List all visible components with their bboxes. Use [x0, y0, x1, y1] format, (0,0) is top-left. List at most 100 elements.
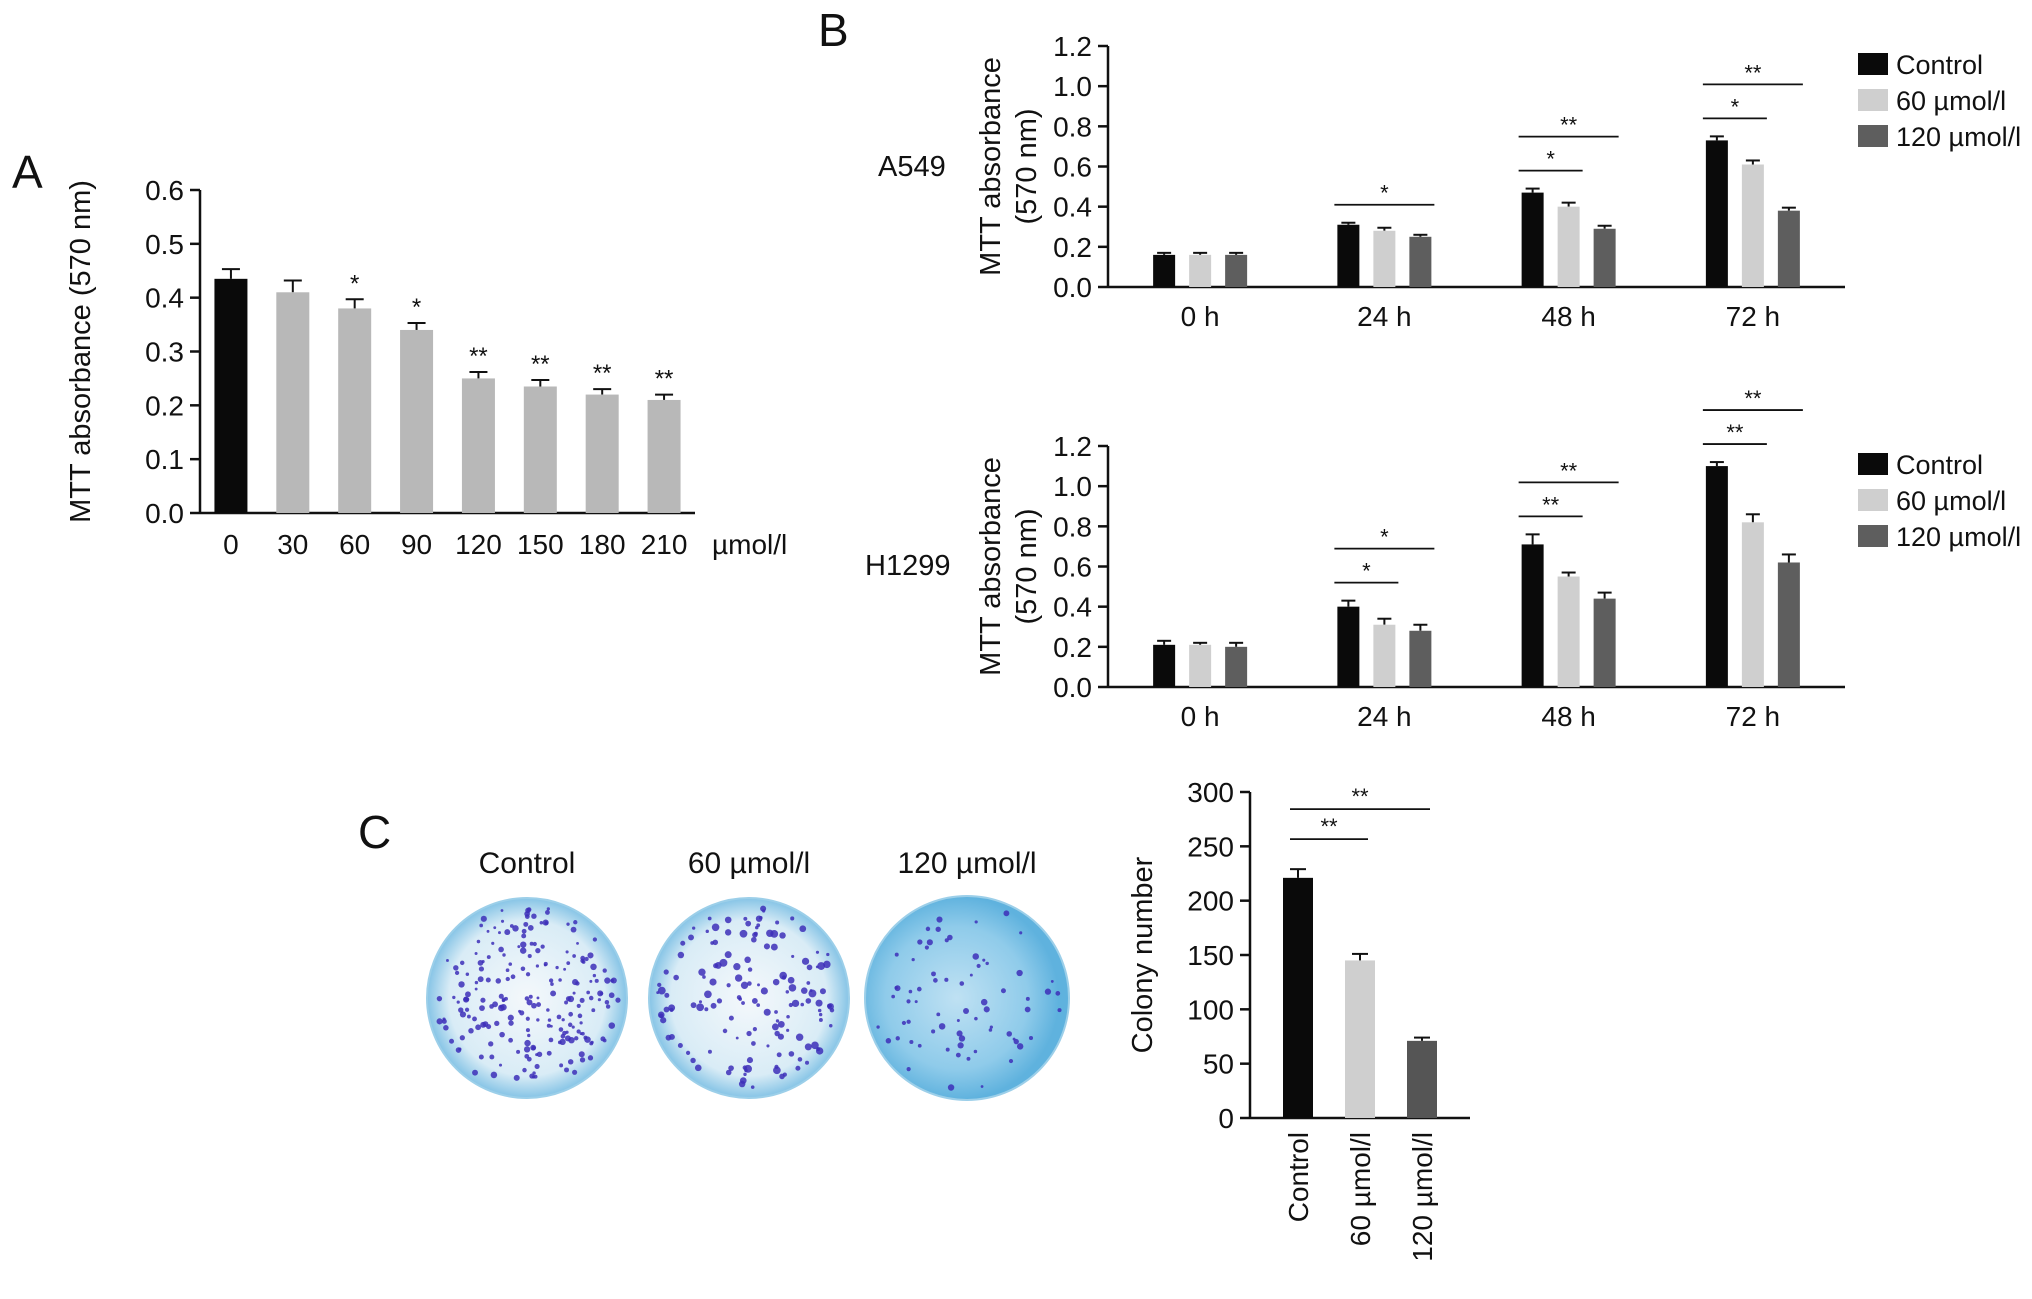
colony-dot	[747, 967, 753, 972]
colony-dot	[728, 1065, 734, 1071]
colony-dot	[1003, 910, 1010, 917]
colony-dot	[475, 1024, 482, 1031]
colony-dot	[567, 1059, 574, 1065]
colony-dot	[957, 1042, 964, 1049]
colony-dot	[548, 978, 554, 983]
colony-dot	[498, 1063, 503, 1067]
bar-210	[647, 399, 681, 513]
colony-dot	[829, 1007, 835, 1013]
colony-dot	[811, 1041, 819, 1050]
colony-dot	[980, 998, 988, 1006]
colony-dot	[972, 953, 980, 960]
colony-dot	[536, 1018, 540, 1022]
colony-dot	[531, 1045, 536, 1051]
colony-dot	[474, 987, 478, 991]
x-tick-label: 72 h	[1726, 301, 1781, 332]
colony-dot	[906, 1066, 911, 1072]
colony-dot	[989, 1025, 993, 1029]
colony-dot	[663, 1006, 670, 1013]
colony-dot	[513, 1074, 520, 1081]
colony-dot	[901, 1020, 907, 1026]
colony-dot	[800, 1002, 805, 1007]
colony-dot	[906, 1019, 911, 1024]
colony-dot	[446, 959, 449, 962]
colony-dot	[536, 1002, 542, 1007]
colony-dot	[527, 925, 534, 931]
colony-dot	[947, 934, 953, 941]
significance-mark: **	[1726, 420, 1744, 445]
colony-dot	[983, 1006, 990, 1013]
colony-dot	[705, 929, 709, 934]
colony-dot	[935, 926, 941, 932]
legend-label: 60 µmol/l	[1896, 486, 2006, 516]
colony-dot	[756, 1003, 761, 1007]
colony-dot	[657, 986, 666, 995]
colony-dot	[757, 983, 760, 987]
colony-dot	[455, 1047, 462, 1053]
bar-120	[461, 378, 495, 513]
colony-dot	[436, 1018, 443, 1025]
colony-dot	[694, 1064, 702, 1072]
colony-dot	[817, 1008, 822, 1013]
colony-dot	[563, 967, 567, 971]
colony-dot	[959, 981, 965, 986]
colony-dot	[500, 909, 504, 912]
bar-72h-s1	[1741, 164, 1764, 287]
y-tick-label: 0.0	[145, 498, 184, 529]
colony-dot	[1024, 1006, 1031, 1013]
significance-mark: **	[1744, 60, 1762, 85]
colony-dot	[1057, 1008, 1062, 1013]
colony-dot	[698, 968, 706, 976]
colony-dot	[786, 1028, 790, 1032]
legend-swatch	[1858, 89, 1888, 111]
colony-dot	[944, 977, 949, 982]
cell-line-label: H1299	[865, 550, 950, 582]
colony-dot	[795, 1065, 801, 1071]
colony-dot	[533, 1074, 538, 1079]
colony-dot	[456, 1000, 460, 1004]
y-axis-label: Colony number	[1127, 856, 1159, 1053]
colony-dot	[500, 919, 505, 923]
colony-dot	[567, 995, 575, 1003]
colony-dot	[485, 977, 491, 983]
colony-dot	[876, 1025, 880, 1029]
colony-dot	[707, 916, 712, 921]
colony-dot	[747, 981, 752, 986]
colony-dot	[716, 998, 723, 1004]
colony-dot	[788, 984, 797, 992]
colony-dot	[498, 993, 504, 999]
colony-dot	[486, 929, 490, 933]
colony-dot	[742, 1065, 748, 1070]
colony-dot	[589, 1041, 594, 1046]
colony-dot	[982, 958, 986, 962]
x-tick-label: 120	[455, 529, 502, 560]
y-tick-label: 0.4	[1053, 192, 1092, 223]
colony-dot	[819, 988, 826, 995]
colony-dot	[698, 1000, 703, 1004]
colony-dot	[572, 954, 576, 958]
bar-0h-s0	[1153, 644, 1176, 687]
colony-dot	[911, 958, 915, 962]
colony-dot	[797, 1057, 803, 1062]
colony-dot	[490, 1071, 498, 1079]
colony-dot	[547, 1018, 552, 1022]
bar-30	[276, 292, 310, 513]
legend-swatch	[1858, 525, 1888, 547]
colony-dot	[1019, 931, 1023, 935]
colony-dot	[816, 1047, 824, 1055]
colony-dot	[546, 907, 550, 911]
colony-dot	[512, 925, 519, 932]
colony-dot	[1016, 1043, 1024, 1050]
bar-72h-s0	[1705, 140, 1728, 287]
colony-dot	[774, 1064, 779, 1069]
colony-dot	[578, 1051, 585, 1058]
colony-dot	[944, 938, 949, 943]
x-tick-label: 48 h	[1541, 301, 1596, 332]
significance-mark: **	[655, 366, 674, 393]
panel-label-c: C	[358, 806, 391, 858]
colony-dot	[478, 966, 485, 972]
colony-dot	[536, 1051, 543, 1058]
legend-label: Control	[1896, 450, 1983, 480]
colony-dot	[724, 951, 732, 959]
bar-0h-s2	[1225, 646, 1248, 687]
